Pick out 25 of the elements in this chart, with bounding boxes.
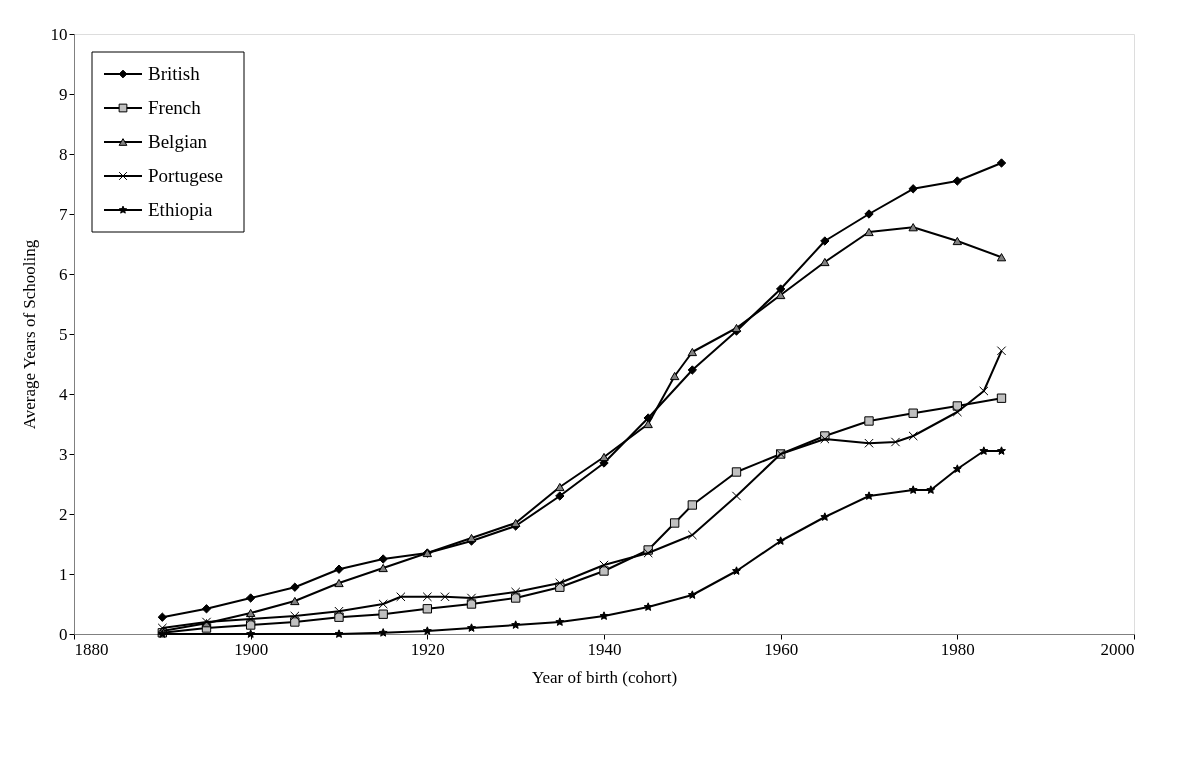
y-tick-label: 6 (59, 264, 68, 284)
y-tick-label: 4 (59, 384, 68, 404)
y-tick-label: 1 (59, 564, 68, 584)
x-tick-label: 1960 (764, 639, 799, 659)
x-tick-label: 1880 (74, 639, 109, 659)
y-tick-label: 5 (59, 324, 68, 344)
x-tick-label: 1920 (410, 639, 445, 659)
x-tick-label: 1940 (587, 639, 622, 659)
x-axis-title: Year of birth (cohort) (531, 667, 678, 687)
y-axis-title: Average Years of Schooling (19, 239, 39, 430)
x-tick-label: 1900 (234, 639, 269, 659)
y-tick-label: 10 (50, 24, 68, 44)
legend-label: Belgian (148, 131, 208, 152)
x-tick-label: 1980 (940, 639, 975, 659)
legend-label: French (148, 97, 202, 118)
y-tick-label: 7 (59, 204, 68, 224)
y-tick-label: 9 (59, 84, 68, 104)
y-tick-label: 3 (59, 444, 68, 464)
y-tick-label: 2 (59, 504, 68, 524)
y-tick-label: 8 (59, 144, 68, 164)
x-tick-label: 2000 (1100, 639, 1135, 659)
legend-label: Portugese (148, 165, 223, 186)
legend-label: Ethiopia (148, 199, 213, 220)
legend-label: British (148, 63, 201, 84)
y-tick-label: 0 (59, 624, 68, 644)
